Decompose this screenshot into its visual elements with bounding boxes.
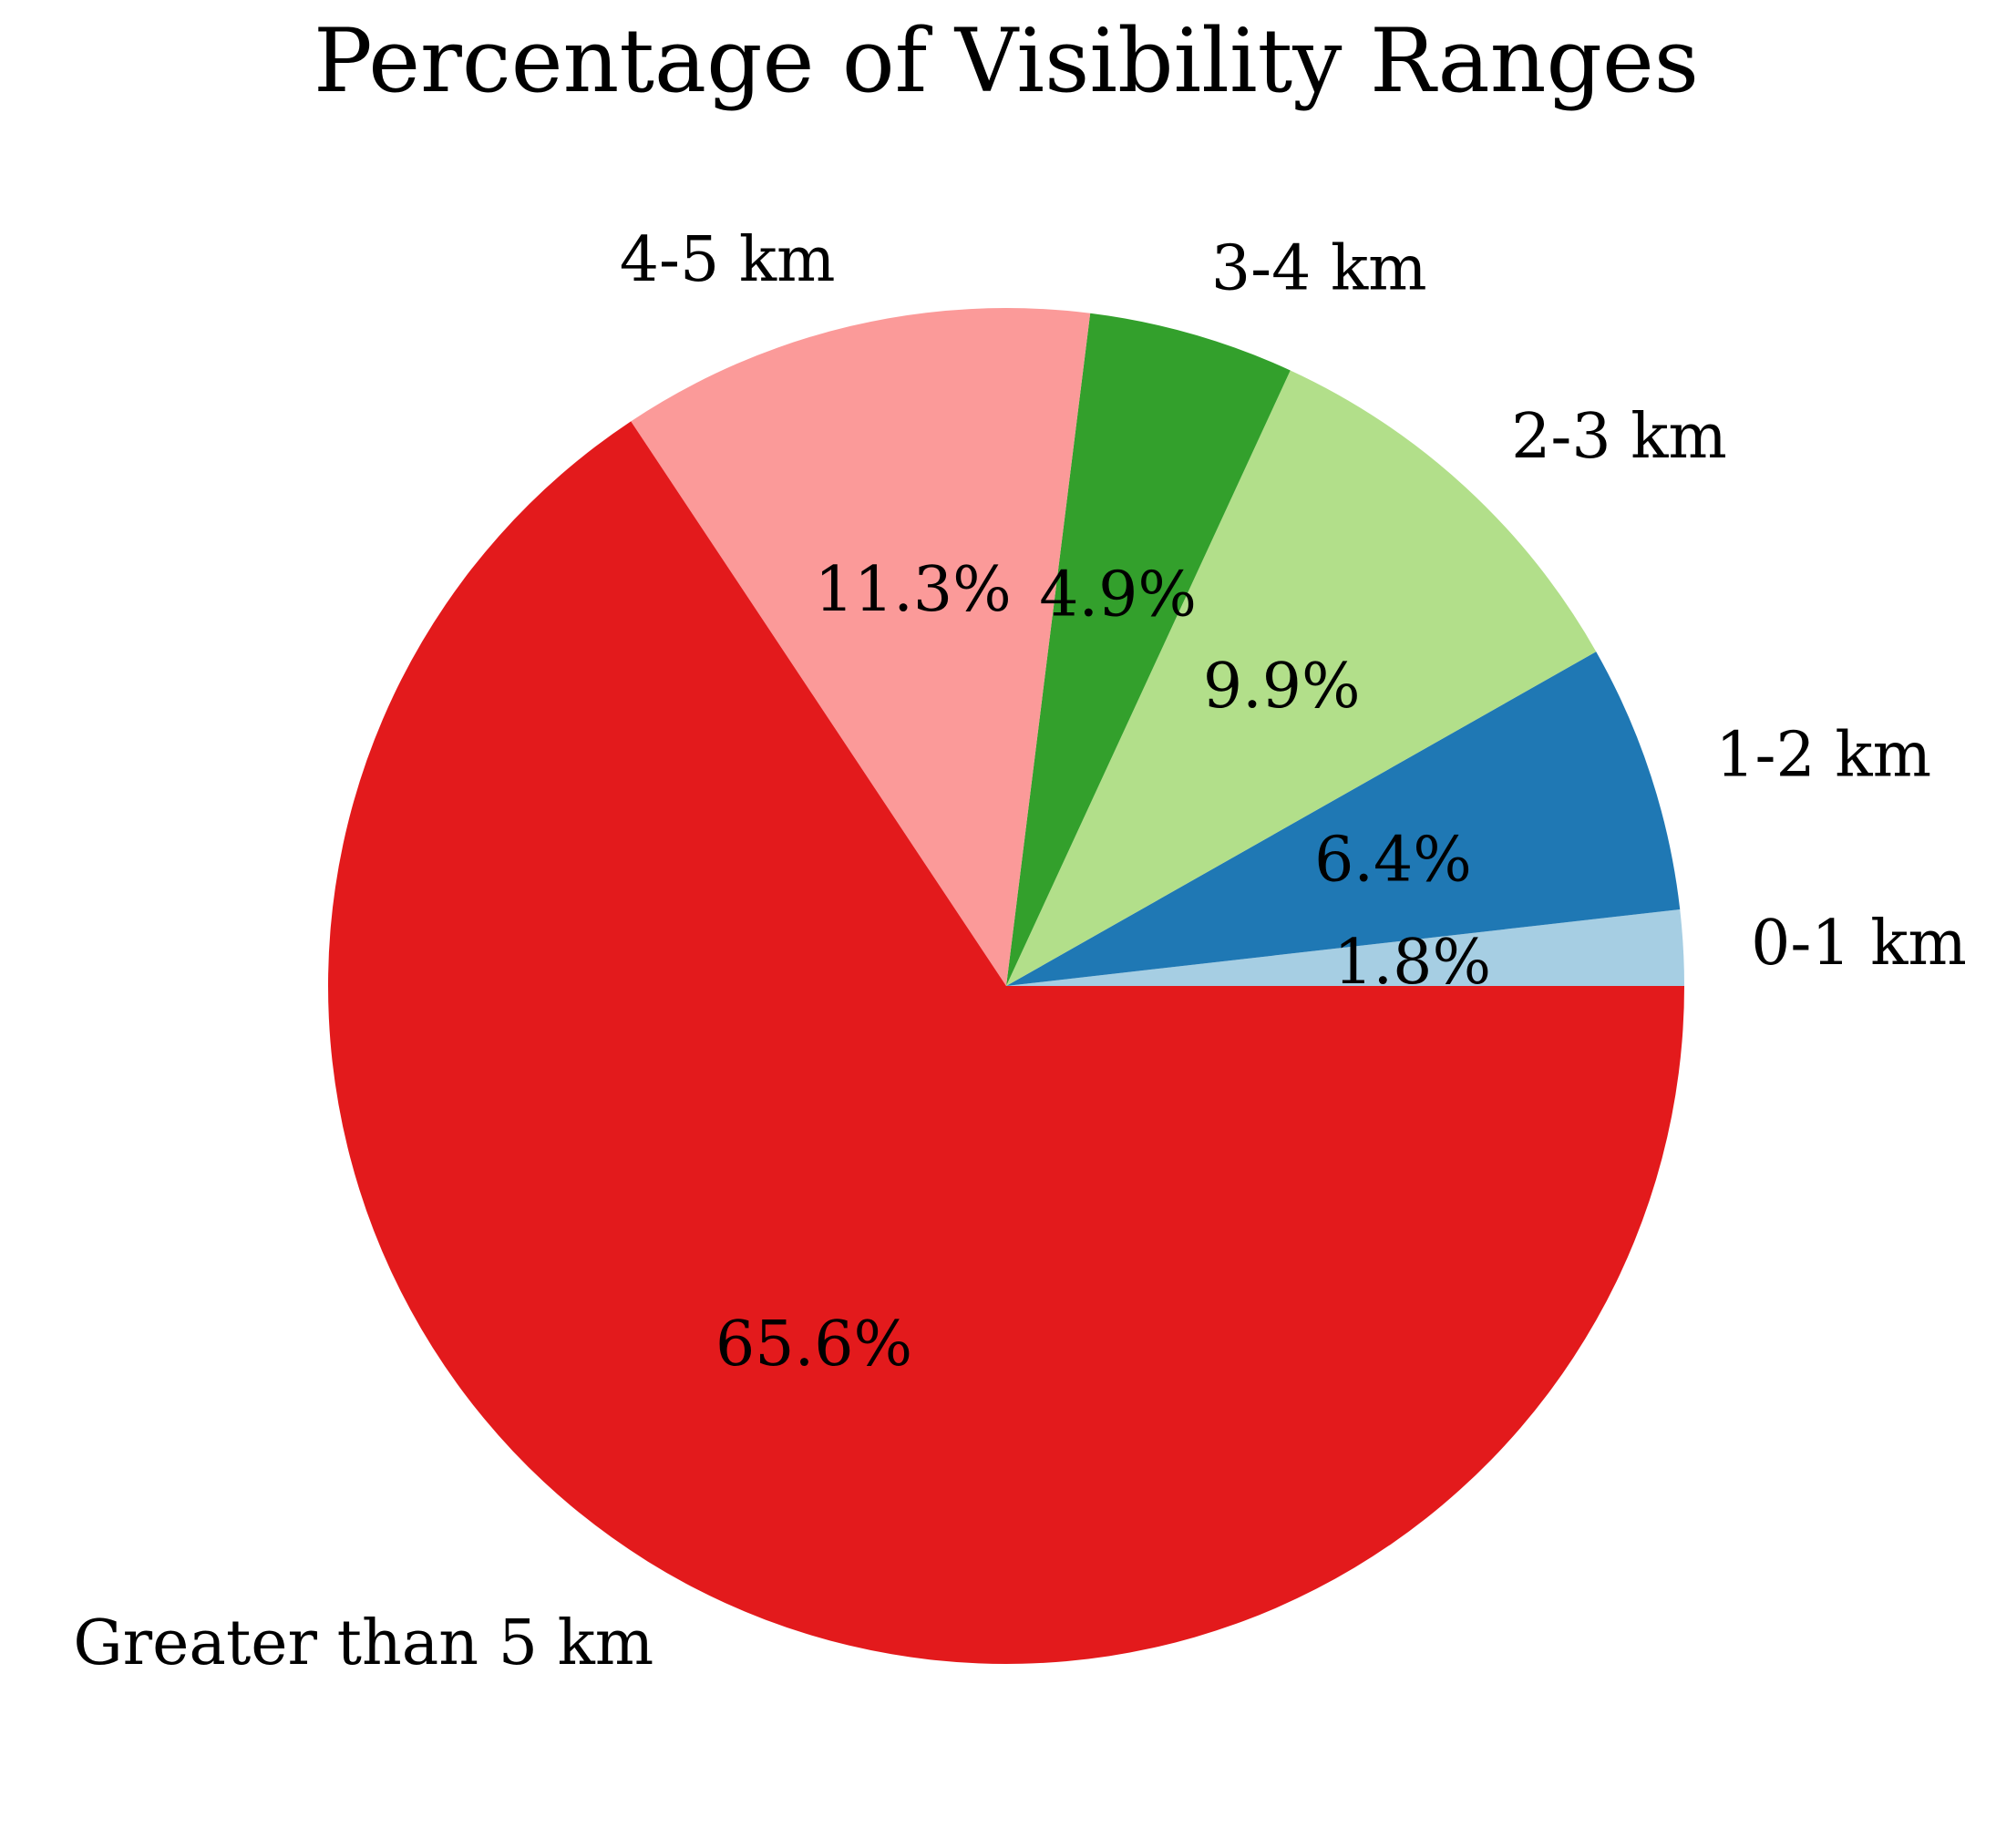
slice-label-3-4-km: 3-4 km — [1211, 233, 1427, 305]
slice-label-1-2-km: 1-2 km — [1715, 719, 1931, 791]
slice-label-0-1-km: 0-1 km — [1751, 908, 1967, 980]
slice-label-4-5-km: 4-5 km — [620, 224, 836, 296]
pct-label-3-4-km: 4.9% — [1039, 559, 1197, 631]
pie-slices — [328, 308, 1684, 1664]
pie-slice-2-3-km — [1006, 370, 1597, 987]
pie-slice-1-2-km — [1006, 652, 1681, 986]
pct-label-0-1-km: 1.8% — [1333, 927, 1491, 999]
pie-slice-4-5-km — [631, 308, 1091, 986]
slice-label-greater-than-5-km: Greater than 5 km — [73, 1607, 653, 1679]
pct-label-greater-than-5-km: 65.6% — [715, 1309, 912, 1381]
pie-labels: 0-1 km 1.8% 1-2 km 6.4% 2-3 km 9.9% 3-4 km 4.9%… — [73, 224, 1967, 1679]
pie-slice-3-4-km — [1006, 313, 1291, 986]
pct-label-2-3-km: 9.9% — [1203, 651, 1361, 723]
pie-slice-0-1-km — [1006, 909, 1684, 986]
chart-title: Percentage of Visibility Ranges — [314, 10, 1699, 112]
pie-slice-greater-than-5-km — [328, 421, 1684, 1664]
slice-label-2-3-km: 2-3 km — [1511, 401, 1727, 473]
pct-label-1-2-km: 6.4% — [1314, 824, 1472, 896]
pct-label-4-5-km: 11.3% — [815, 554, 1012, 626]
